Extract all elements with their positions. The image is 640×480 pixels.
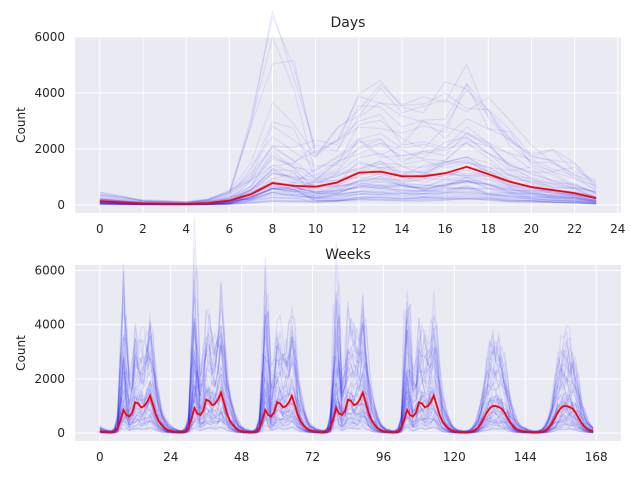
weeks-mean-line: [99, 389, 594, 434]
days-plot-background: [75, 37, 621, 213]
days-x-ticks: 0 2 4 6 8 10 12 14 16 18 20 22 24: [96, 222, 625, 236]
x-tick-label: 96: [376, 450, 391, 464]
y-tick-label: 6000: [34, 263, 65, 277]
x-tick-label: 16: [437, 222, 452, 236]
background-trace: [99, 60, 597, 204]
x-tick-label: 12: [351, 222, 366, 236]
background-trace: [99, 268, 594, 433]
y-tick-label: 6000: [34, 30, 65, 44]
background-trace: [99, 119, 597, 204]
x-tick-label: 2: [139, 222, 147, 236]
background-trace: [99, 243, 594, 432]
x-tick-label: 24: [610, 222, 625, 236]
background-trace: [99, 217, 594, 433]
background-trace: [99, 309, 594, 433]
background-trace: [99, 62, 597, 203]
x-tick-label: 72: [305, 450, 320, 464]
x-tick-label: 144: [514, 450, 537, 464]
y-tick-label: 0: [57, 198, 65, 212]
days-y-axis-label: Count: [14, 107, 28, 143]
x-tick-label: 10: [308, 222, 323, 236]
x-tick-label: 8: [269, 222, 277, 236]
background-trace: [99, 82, 597, 204]
x-tick-label: 48: [234, 450, 249, 464]
x-tick-label: 18: [481, 222, 496, 236]
x-tick-label: 14: [394, 222, 409, 236]
x-tick-label: 120: [443, 450, 466, 464]
y-tick-label: 2000: [34, 372, 65, 386]
days-mean-line: [99, 165, 597, 205]
days-title: Days: [331, 15, 366, 31]
days-grid: [75, 36, 621, 213]
weeks-x-ticks: 0 24 48 72 96 120 144 168: [96, 450, 608, 464]
y-tick-label: 4000: [34, 318, 65, 332]
background-trace: [99, 291, 594, 433]
days-y-ticks: 0 2000 4000 6000: [34, 30, 65, 212]
background-trace: [99, 86, 597, 203]
background-trace: [99, 270, 594, 433]
x-tick-label: 22: [567, 222, 582, 236]
x-tick-label: 0: [96, 450, 104, 464]
y-tick-label: 2000: [34, 142, 65, 156]
x-tick-label: 4: [182, 222, 190, 236]
weeks-y-ticks: 0 2000 4000 6000: [34, 263, 65, 440]
weeks-y-axis-label: Count: [14, 335, 28, 371]
background-trace: [99, 248, 594, 433]
x-tick-label: 0: [96, 222, 104, 236]
weeks-title: Weeks: [325, 247, 371, 263]
background-trace: [99, 79, 597, 203]
y-tick-label: 0: [57, 426, 65, 440]
background-trace: [99, 309, 594, 433]
background-trace: [99, 263, 594, 433]
background-trace: [99, 14, 597, 203]
background-trace: [99, 268, 594, 432]
background-trace: [99, 10, 597, 204]
x-tick-label: 20: [524, 222, 539, 236]
background-trace: [99, 291, 594, 433]
background-trace: [99, 330, 594, 433]
background-trace: [99, 88, 597, 204]
x-tick-label: 6: [225, 222, 233, 236]
weeks-grid: [75, 265, 621, 441]
y-tick-label: 4000: [34, 86, 65, 100]
x-tick-label: 168: [585, 450, 608, 464]
x-tick-label: 24: [163, 450, 178, 464]
background-trace: [99, 257, 594, 433]
weeks-plot-background: [75, 265, 621, 441]
